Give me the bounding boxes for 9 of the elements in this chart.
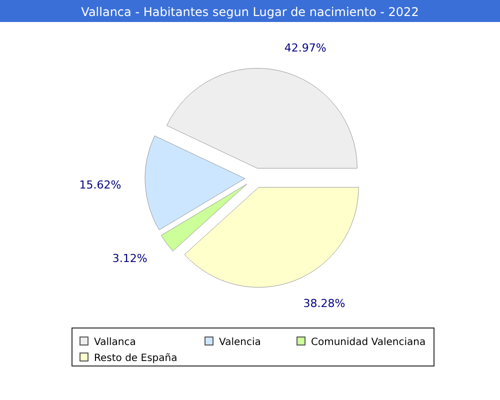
legend-label: Valencia <box>219 337 261 348</box>
data-label: 15.62% <box>79 178 122 192</box>
legend-label: Resto de España <box>94 353 178 364</box>
chart-title: Vallanca - Habitantes segun Lugar de nacimiento - 2022 <box>81 5 419 19</box>
legend-label: Vallanca <box>94 337 136 348</box>
data-label: 38.28% <box>303 297 346 310</box>
legend-label: Comunidad Valenciana <box>311 337 426 348</box>
data-label: 3.12% <box>112 252 148 265</box>
data-label: 42.97% <box>284 41 326 54</box>
